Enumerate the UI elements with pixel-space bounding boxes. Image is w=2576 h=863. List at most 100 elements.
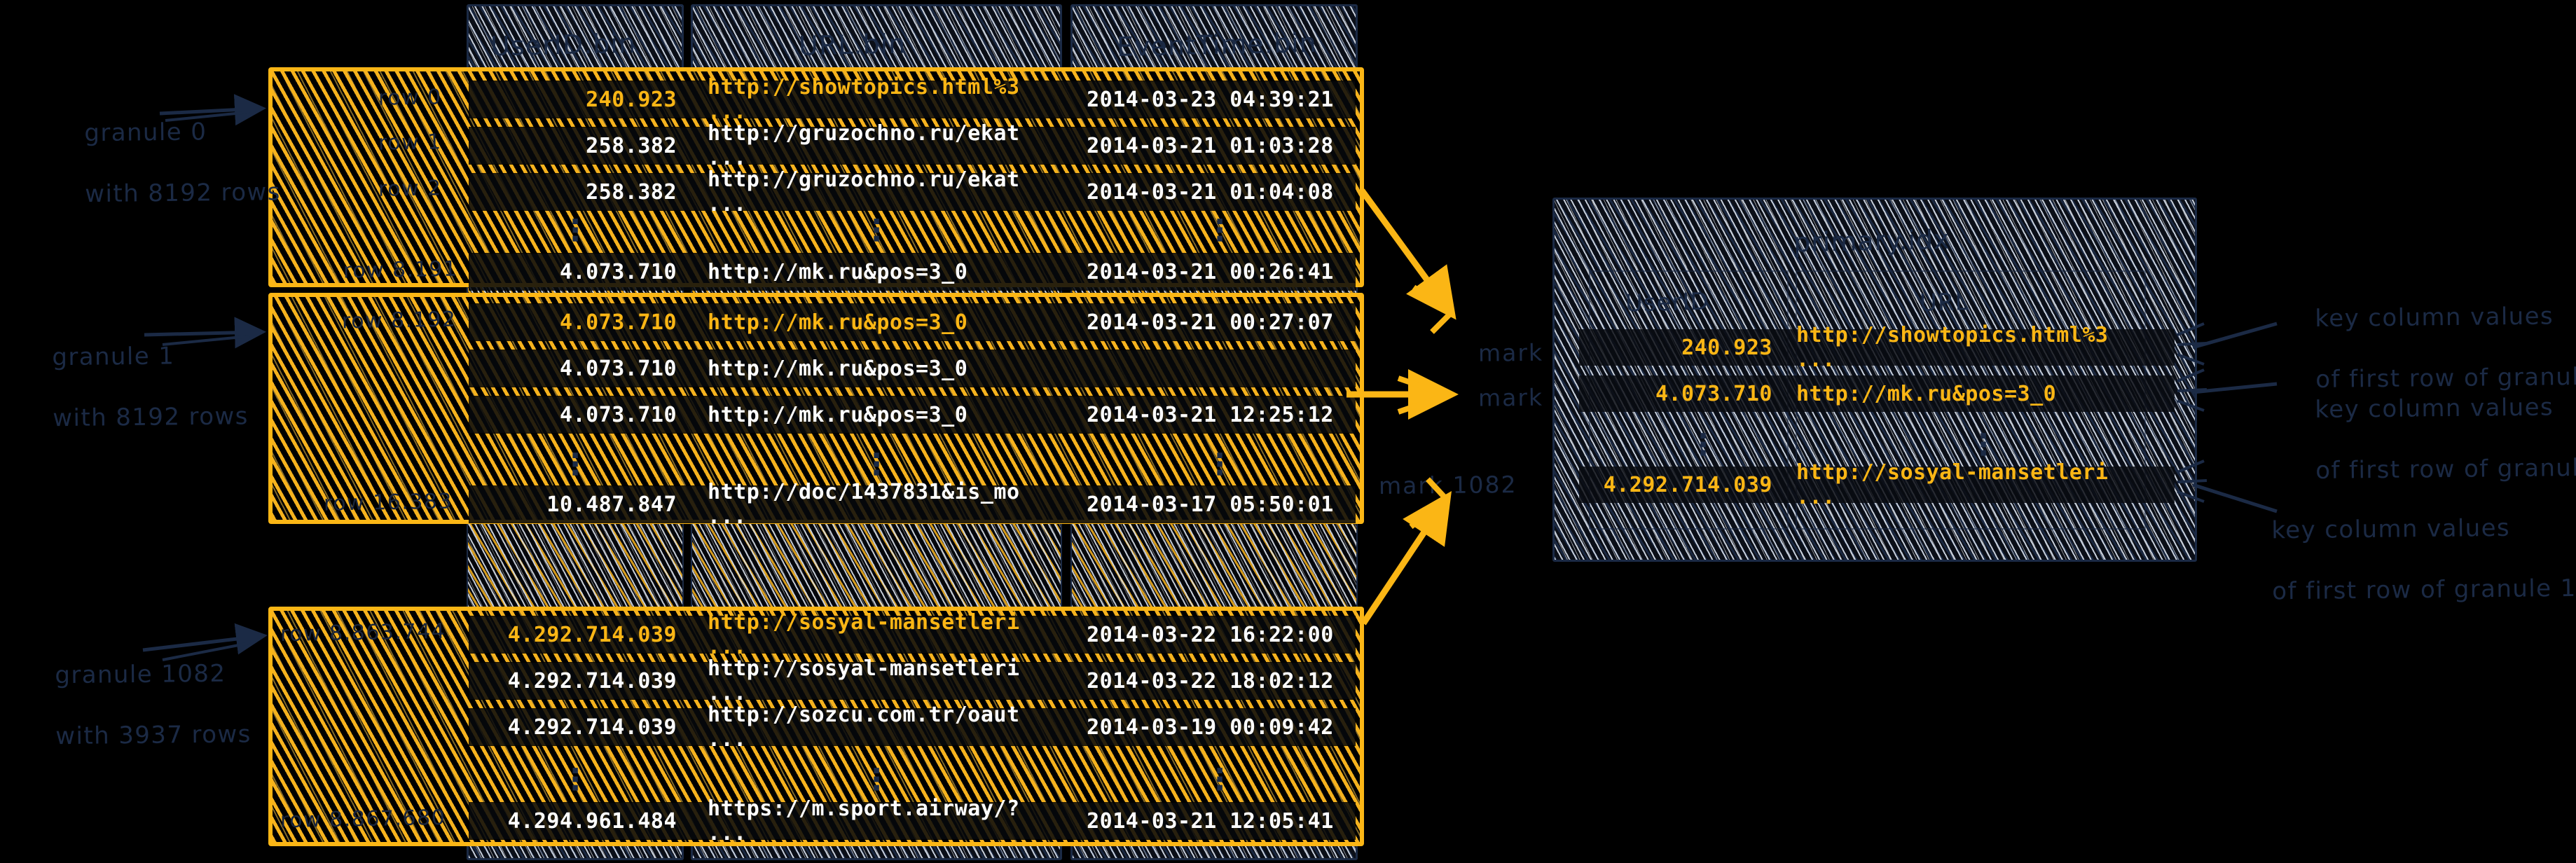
granule-0-caption: granule 0 with 8192 rows	[50, 85, 282, 240]
cell-url: http://mk.ru&pos=3_0	[708, 402, 968, 427]
primary-index-entry-1082: 4.292.714.039 http://sosyal-mansetleri .…	[1579, 460, 2175, 509]
granule-0-row-last: 4.073.710 http://mk.ru&pos=3_0 2014-03-2…	[469, 254, 1355, 290]
cell-eventtime: 2014-03-19 00:09:42	[1087, 714, 1334, 740]
cell-userid: 258.382	[586, 179, 677, 205]
primary-index-column-label-url: URL	[1919, 288, 1969, 317]
cell-eventtime: 2014-03-21 00:26:41	[1087, 259, 1334, 284]
annotation-granule-1-line1: key column values	[2315, 392, 2554, 424]
primary-index-title: primary.idx	[1793, 223, 1950, 258]
granule-1-row-last: 10.487.847 http://doc/1437831&is_mo ... …	[469, 480, 1355, 529]
cell-userid: 4.292.714.039	[507, 714, 677, 740]
annotation-granule-1082-line1: key column values	[2271, 513, 2511, 544]
granule-1-ellipsis-userid: ⋮	[560, 447, 590, 481]
primary-index-column-label-userid: UserID	[1625, 287, 1710, 318]
cell-userid: 4.073.710	[559, 356, 677, 381]
primary-index-entry-0: 240.923 http://showtopics.html%3 ...	[1579, 323, 2175, 372]
cell-userid: 4.073.710	[559, 402, 677, 427]
cell-url: http://mk.ru&pos=3_0	[708, 356, 968, 381]
annotation-granule-1082-line2: of first row of granule 1082	[2272, 573, 2576, 605]
cell-url: http://mk.ru&pos=3_0	[708, 310, 968, 335]
granule-1-caption: granule 1 with 8192 rows	[18, 310, 249, 464]
column-file-panel-url	[691, 4, 1062, 78]
cell-url: http://doc/1437831&is_mo ...	[708, 480, 1020, 529]
column-file-label-eventtime: EventTime.bin	[1116, 27, 1318, 62]
primary-index-ellipsis-url: ⋮	[1969, 427, 1998, 462]
cell-userid: 258.382	[586, 133, 677, 158]
cell-userid: 4.294.961.484	[507, 808, 677, 834]
cell-userid: 4.292.714.039	[507, 622, 677, 647]
cell-url: https://m.sport.airway/? ...	[708, 796, 1020, 845]
granule-1-caption-line1: granule 1	[52, 341, 175, 371]
cell-userid: 10.487.847	[546, 492, 677, 517]
granule-1082-ellipsis-userid: ⋮	[560, 762, 590, 796]
granule-1-caption-line2: with 8192 rows	[53, 401, 249, 432]
granule-1082-caption: granule 1082 with 3937 rows	[20, 628, 252, 782]
granule-1-ellipsis-eventtime: ⋮	[1205, 447, 1234, 481]
granule-0-ellipsis-url: ⋮	[862, 213, 891, 247]
granule-1-row-label-first: row 8.192	[341, 307, 457, 334]
cell-userid: 4.073.710	[559, 310, 677, 335]
granule-1082-row-1: 4.292.714.039 http://sosyal-mansetleri .…	[469, 656, 1355, 705]
cell-url: http://showtopics.html%3 ...	[708, 75, 1020, 124]
granule-1082-row-label-last: row 8.867.680	[280, 805, 446, 834]
cell-userid: 4.292.714.039	[507, 668, 677, 693]
granule-1082-row-2: 4.292.714.039 http://sozcu.com.tr/oaut .…	[469, 703, 1355, 752]
index-cell-url: http://sosyal-mansetleri ...	[1796, 460, 2109, 509]
primary-index-entry-1: 4.073.710 http://mk.ru&pos=3_0	[1579, 375, 2175, 412]
cell-eventtime: 2014-03-21 12:05:41	[1087, 808, 1334, 834]
granule-1082-caption-line2: with 3937 rows	[55, 719, 252, 750]
annotation-granule-0-line1: key column values	[2315, 301, 2554, 333]
granule-0-row-0: 240.923 http://showtopics.html%3 ... 201…	[469, 75, 1355, 124]
granule-0-ellipsis-eventtime: ⋮	[1205, 213, 1234, 247]
cell-eventtime: 2014-03-17 05:50:01	[1087, 492, 1334, 517]
primary-index-ellipsis-userid: ⋮	[1688, 427, 1718, 462]
granule-1-row-2: 4.073.710 http://mk.ru&pos=3_0 2014-03-2…	[469, 396, 1355, 433]
granule-0-row-2: 258.382 http://gruzochno.ru/ekat ... 201…	[469, 167, 1355, 216]
index-cell-userid: 240.923	[1681, 335, 1772, 360]
cell-eventtime: 2014-03-22 16:22:00	[1087, 622, 1334, 647]
cell-userid: 4.073.710	[559, 259, 677, 284]
cell-userid: 240.923	[586, 87, 677, 112]
cell-url: http://gruzochno.ru/ekat ...	[708, 121, 1020, 170]
granule-1082-caption-line1: granule 1082	[55, 659, 226, 689]
granule-1-row-1: 4.073.710 http://mk.ru&pos=3_0	[469, 350, 1355, 387]
granule-1-ellipsis-url: ⋮	[862, 447, 891, 481]
cell-url: http://sosyal-mansetleri ...	[708, 610, 1020, 659]
granule-1082-row-last: 4.294.961.484 https://m.sport.airway/? .…	[469, 796, 1355, 845]
granule-1082-ellipsis-url: ⋮	[862, 762, 891, 796]
annotation-granule-1082: key column values of first row of granul…	[2237, 481, 2576, 637]
cell-eventtime: 2014-03-21 01:04:08	[1087, 179, 1334, 205]
cell-url: http://sozcu.com.tr/oaut ...	[708, 703, 1020, 752]
granule-1-row-label-last: row 16.383	[323, 489, 453, 516]
granule-0-caption-line2: with 8192 rows	[85, 177, 281, 208]
granule-0-row-label-first: row 0	[378, 85, 443, 111]
index-cell-url: http://mk.ru&pos=3_0	[1796, 381, 2057, 406]
granule-1082-ellipsis-eventtime: ⋮	[1205, 762, 1234, 796]
cell-eventtime: 2014-03-23 04:39:21	[1087, 87, 1334, 112]
granule-0-row-label-second: row 1	[378, 130, 443, 156]
cell-url: http://sosyal-mansetleri ...	[708, 656, 1020, 705]
cell-url: http://gruzochno.ru/ekat ...	[708, 167, 1020, 216]
index-cell-userid: 4.292.714.039	[1603, 472, 1772, 497]
leader-line-granule-1	[2192, 382, 2278, 394]
granule-1-row-0: 4.073.710 http://mk.ru&pos=3_0 2014-03-2…	[469, 304, 1355, 340]
mark-arrow-1-barb	[1397, 375, 1456, 415]
mark-arrow-0-barb	[1412, 284, 1455, 334]
mark-label-1082: mark 1082	[1378, 470, 1517, 500]
granule-1082-row-label-first: row 8.863.744	[280, 619, 446, 647]
mark-arrow-0	[1359, 188, 1456, 320]
granule-1082-row-0: 4.292.714.039 http://sosyal-mansetleri .…	[469, 610, 1355, 659]
cell-eventtime: 2014-03-21 01:03:28	[1087, 133, 1334, 158]
annotation-granule-1-line2: of first row of granule 1	[2315, 453, 2576, 485]
cell-eventtime: 2014-03-22 18:02:12	[1087, 668, 1334, 693]
cell-url: http://mk.ru&pos=3_0	[708, 259, 968, 284]
mark-arrow-1082	[1361, 491, 1452, 626]
cell-eventtime: 2014-03-21 00:27:07	[1087, 310, 1334, 335]
column-file-panel-userid	[467, 4, 684, 78]
column-file-label-url: URL.bin	[798, 28, 907, 62]
index-cell-userid: 4.073.710	[1655, 381, 1772, 406]
cell-eventtime: 2014-03-21 12:25:12	[1087, 402, 1334, 427]
granule-0-row-label-last: row 8.191	[343, 256, 458, 284]
leader-line-granule-0	[2192, 322, 2278, 350]
